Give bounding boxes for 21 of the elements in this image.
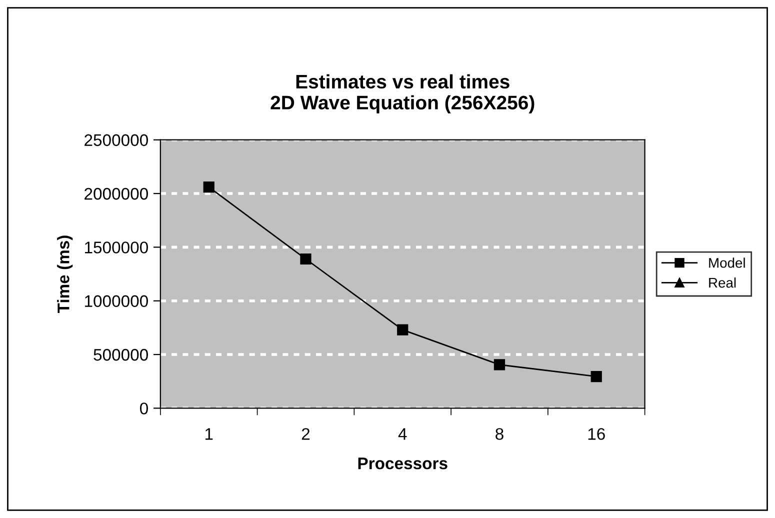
point (397, 324, 408, 336)
y-tick-label: 1000000 (85, 295, 148, 308)
x-tick-label: 2 (302, 428, 310, 440)
point (494, 359, 506, 370)
chart-title: Estimates vs real times 2D Wave Equation (256X256) (270, 74, 534, 114)
y-tick-label: 2000000 (84, 188, 148, 200)
y-tick-label: 0 (140, 402, 148, 414)
x-tick-label: 8 (496, 428, 504, 440)
x-tick-label: 1 (206, 428, 213, 440)
point (590, 370, 602, 382)
y-tick-label: 500000 (94, 348, 148, 361)
y-tick-label: 2500000 (84, 134, 148, 146)
point (300, 253, 312, 265)
x-axis-title: Processors (358, 458, 448, 470)
y-axis-title: Time (ms) (57, 236, 73, 314)
legend-label: Real (709, 277, 736, 288)
point (203, 182, 214, 193)
x-tick-label: 4 (398, 428, 407, 440)
legend-label: Model (709, 258, 745, 268)
x-tick-label: 16 (588, 428, 605, 440)
y-tick-label: 1500000 (85, 242, 148, 254)
